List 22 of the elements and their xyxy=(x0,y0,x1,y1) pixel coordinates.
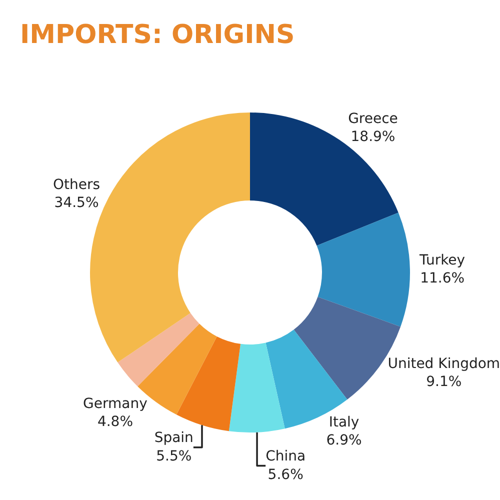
slice-label: Spain xyxy=(154,430,194,446)
data-label: 4.8% xyxy=(97,414,134,430)
data-label: 5.5% xyxy=(156,448,192,464)
donut-slice xyxy=(176,336,241,432)
data-label: 9.1% xyxy=(426,374,462,390)
data-label: 5.6% xyxy=(268,466,304,483)
slice-label: Turkey xyxy=(418,252,466,268)
chart-title: IMPORTS: ORIGINS xyxy=(20,20,295,50)
data-label: 34.5% xyxy=(54,194,99,211)
slice-label: Germany xyxy=(83,396,148,412)
slice-label: United Kingdom xyxy=(388,356,500,372)
data-label: 6.9% xyxy=(326,432,362,449)
data-label: 11.6% xyxy=(420,270,465,287)
donut-slice xyxy=(118,312,200,386)
slice-label: China xyxy=(266,448,306,465)
donut-slice xyxy=(250,112,398,246)
donut-slice xyxy=(228,342,285,432)
donut-slice xyxy=(316,212,410,327)
data-label: 18.9% xyxy=(350,129,396,146)
slice-label: Greece xyxy=(348,111,398,128)
slice-label: Italy xyxy=(328,414,360,430)
slice-label: Others xyxy=(53,176,100,193)
